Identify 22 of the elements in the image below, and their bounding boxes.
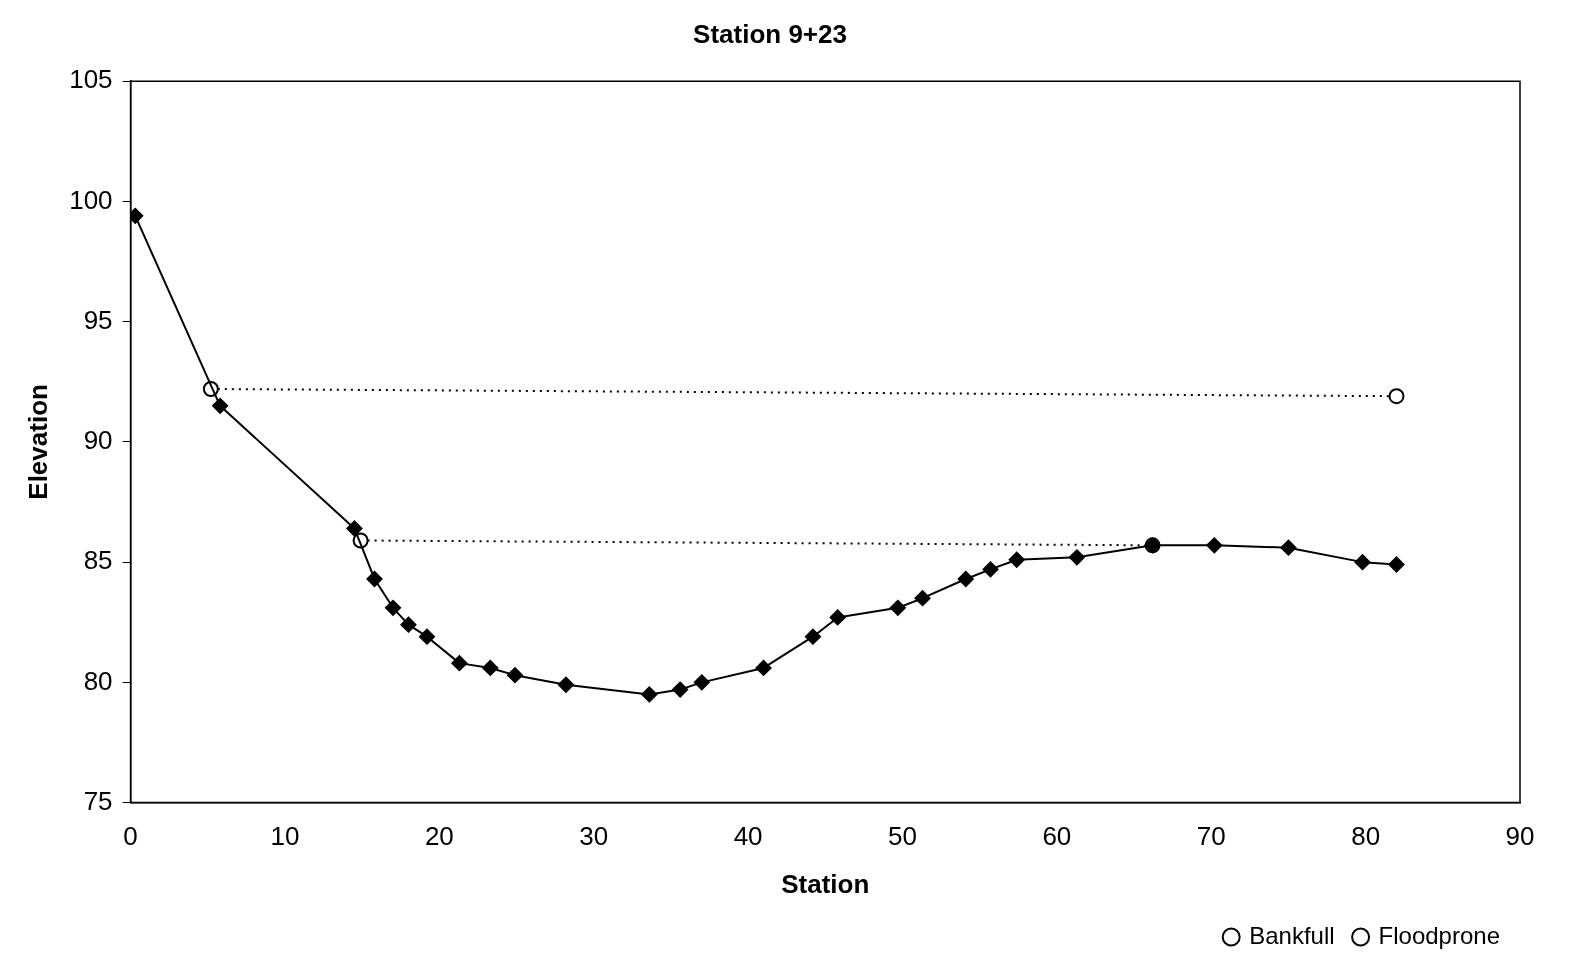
y-tick-label: 100 [69,184,113,215]
y-tick-label: 85 [83,545,113,576]
x-axis-title: Station [781,868,870,899]
x-tick-label: 60 [1042,821,1072,852]
y-tick-label: 95 [83,304,113,335]
x-tick-label: 30 [579,821,609,852]
x-tick-label: 40 [733,821,763,852]
y-axis-title: Elevation [22,384,53,500]
x-tick-label: 50 [888,821,917,852]
y-tick-label: 105 [69,64,113,95]
y-tick-label: 80 [83,665,113,696]
x-tick-label: 20 [424,821,454,852]
x-tick-label: 10 [270,821,300,852]
legend-label: Floodprone [1378,921,1500,949]
y-tick-label: 90 [83,425,113,456]
x-tick-label: 90 [1505,821,1535,852]
legend-label: Bankfull [1249,921,1335,949]
chart-title: Station 9+23 [693,18,847,49]
x-tick-label: 70 [1196,821,1226,852]
x-tick-label: 80 [1351,821,1381,852]
y-tick-label: 75 [83,785,113,816]
x-tick-label: 0 [123,821,138,852]
